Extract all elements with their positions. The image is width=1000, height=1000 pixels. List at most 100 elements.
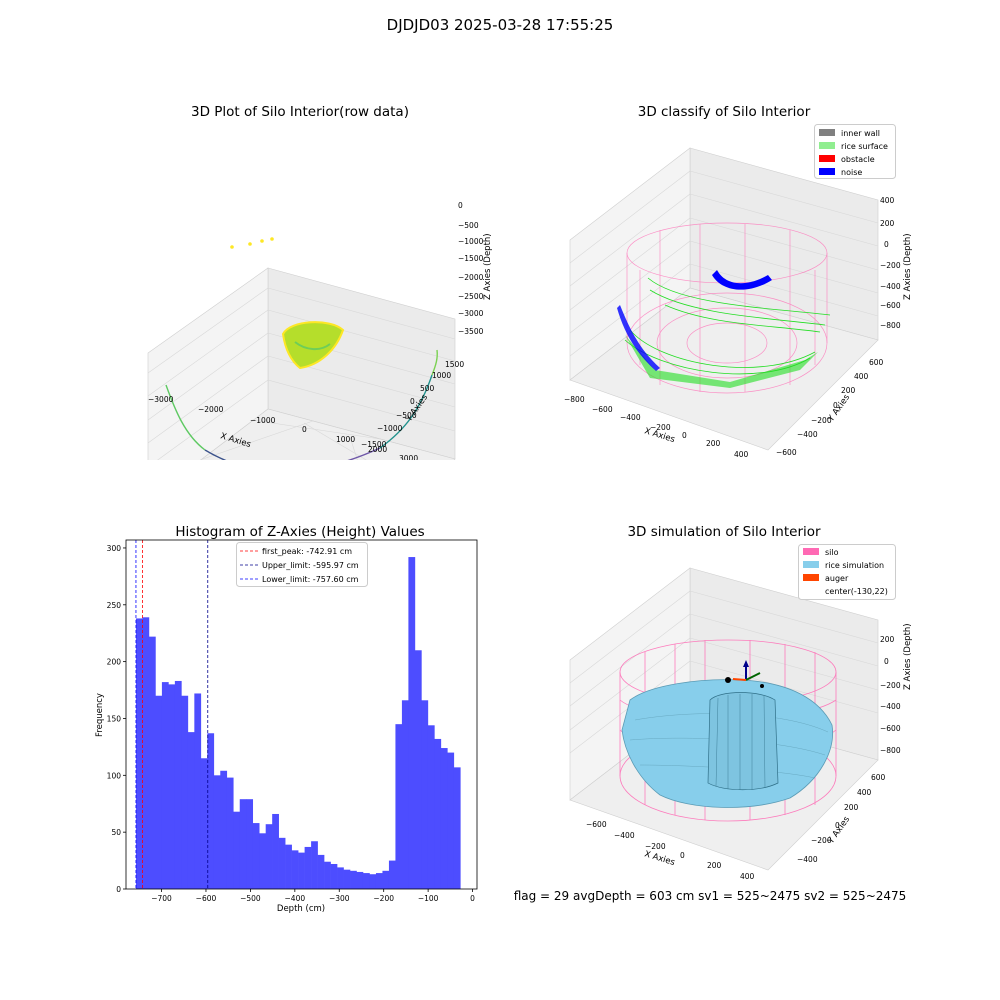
svg-text:200: 200 xyxy=(707,861,722,870)
histogram-bar xyxy=(447,752,455,889)
histogram-bar xyxy=(401,700,409,889)
histogram-bar xyxy=(453,767,461,889)
histogram-bar xyxy=(285,844,292,889)
histogram-bar xyxy=(395,724,403,889)
panel1-axes-box xyxy=(147,267,456,460)
histogram-bar xyxy=(213,775,221,889)
svg-text:−600: −600 xyxy=(586,820,607,829)
panel4-z-ticks: 200 0 −200 −400 −600 −800 xyxy=(880,635,901,755)
svg-text:200: 200 xyxy=(880,219,895,228)
panel4-z-label: Z Axies (Depth) xyxy=(903,623,913,690)
panel1-3d-plot: 0 −500 −1000 −1500 −2000 −2500 −3000 −35… xyxy=(147,201,493,460)
svg-text:−1000: −1000 xyxy=(458,237,484,246)
svg-text:−400: −400 xyxy=(797,430,818,439)
histogram-legend: first_peak: -742.91 cm Upper_limit: -595… xyxy=(236,542,368,587)
histogram-bar xyxy=(291,850,299,889)
histogram-bar xyxy=(427,725,435,889)
svg-text:−600: −600 xyxy=(880,301,901,310)
panel2-legend: inner wall rice surface obstacle noise xyxy=(814,124,896,179)
legend-swatch-inner-wall xyxy=(819,129,835,136)
svg-text:0: 0 xyxy=(302,425,307,434)
svg-text:200: 200 xyxy=(880,635,895,644)
histogram-x-tick-label: −400 xyxy=(285,894,306,903)
histogram-bar xyxy=(421,700,429,889)
histogram-x-tick-label: −600 xyxy=(196,894,217,903)
histogram-bar xyxy=(148,636,156,889)
histogram-y-tick-label: 100 xyxy=(107,771,122,780)
histogram-bar xyxy=(194,693,202,889)
panel1-x-ticks: −3000 −2000 −1000 0 1000 2000 3000 xyxy=(148,395,418,460)
histogram-bar xyxy=(142,617,150,889)
histogram-y-tick-label: 0 xyxy=(116,885,121,894)
panel1-y-ticks: 1500 1000 500 0 −500 −1000 −1500 xyxy=(361,360,464,449)
svg-text:0: 0 xyxy=(884,240,889,249)
svg-text:−200: −200 xyxy=(880,261,901,270)
histogram-bar xyxy=(278,837,286,889)
legend-swatch-obstacle xyxy=(819,155,835,162)
svg-text:−200: −200 xyxy=(811,416,832,425)
svg-text:200: 200 xyxy=(844,803,859,812)
histogram-bar xyxy=(265,824,273,889)
svg-text:−200: −200 xyxy=(880,681,901,690)
svg-text:−3500: −3500 xyxy=(458,327,484,336)
histogram-bar xyxy=(239,799,247,889)
panel1-z-label: Z Axies (Depth) xyxy=(483,233,493,300)
svg-text:−400: −400 xyxy=(880,282,901,291)
histogram-x-tick-label: −500 xyxy=(240,894,261,903)
svg-text:−400: −400 xyxy=(620,413,641,422)
legend-lower-limit: Lower_limit: -757.60 cm xyxy=(262,575,359,584)
histogram-bar xyxy=(174,680,182,889)
histogram-bar xyxy=(161,682,169,889)
svg-text:−600: −600 xyxy=(776,448,797,457)
svg-text:0: 0 xyxy=(458,201,463,210)
legend-label-noise: noise xyxy=(841,168,862,177)
svg-text:1000: 1000 xyxy=(432,371,451,380)
histogram-y-label: Frequency xyxy=(95,693,105,737)
legend-label-center: center(-130,22) xyxy=(825,587,888,596)
histogram-bar xyxy=(388,860,396,889)
histogram-bars xyxy=(135,557,461,889)
panel4-legend: silo rice simulation auger center(-130,2… xyxy=(798,544,896,600)
panel4-title: 3D simulation of Silo Interior xyxy=(627,524,821,540)
histogram-y-tick-label: 200 xyxy=(107,658,122,667)
histogram-bar xyxy=(350,870,357,889)
histogram-bar xyxy=(337,867,344,889)
histogram-bar xyxy=(362,873,370,889)
histogram-bar xyxy=(369,874,377,889)
svg-text:2000: 2000 xyxy=(368,445,387,454)
svg-text:500: 500 xyxy=(420,384,435,393)
histogram-bar xyxy=(181,695,189,889)
panel2-rice-surface-fill xyxy=(625,335,818,388)
svg-text:−400: −400 xyxy=(880,702,901,711)
svg-text:−3000: −3000 xyxy=(458,309,484,318)
histogram-bar xyxy=(408,557,416,889)
panel1-surface-points xyxy=(230,237,345,370)
svg-text:3000: 3000 xyxy=(399,454,418,460)
histogram-x-ticks: −700 −600 −500 −400 −300 −200 −100 0 xyxy=(151,889,475,903)
histogram-x-tick-label: −100 xyxy=(418,894,439,903)
svg-text:−600: −600 xyxy=(592,405,613,414)
histogram-bar xyxy=(343,869,351,889)
histogram-bar xyxy=(272,813,279,889)
status-line: flag = 29 avgDepth = 603 cm sv1 = 525~24… xyxy=(513,889,907,903)
svg-text:−2000: −2000 xyxy=(198,405,224,414)
histogram-y-tick-label: 50 xyxy=(111,828,121,837)
histogram-bar xyxy=(324,861,331,889)
svg-text:600: 600 xyxy=(869,358,884,367)
panel4-center-column xyxy=(707,692,779,791)
histogram-bar xyxy=(375,873,383,889)
svg-text:−800: −800 xyxy=(564,395,585,404)
histogram-bar xyxy=(330,863,338,889)
histogram-bar xyxy=(252,823,260,889)
histogram-bar xyxy=(382,870,390,889)
svg-text:−500: −500 xyxy=(396,411,417,420)
svg-text:−1000: −1000 xyxy=(377,424,403,433)
panel2-y-ticks: 600 400 200 0 −200 −400 −600 xyxy=(776,358,884,457)
legend-swatch-auger xyxy=(803,574,819,581)
panel2-3d-plot: 400 200 0 −200 −400 −600 −800 −800 −600 … xyxy=(564,147,913,459)
svg-text:−1500: −1500 xyxy=(361,440,387,449)
svg-text:200: 200 xyxy=(841,386,856,395)
histogram-bar xyxy=(317,854,325,889)
histogram-bar xyxy=(135,618,143,889)
histogram-x-tick-label: −700 xyxy=(151,894,172,903)
